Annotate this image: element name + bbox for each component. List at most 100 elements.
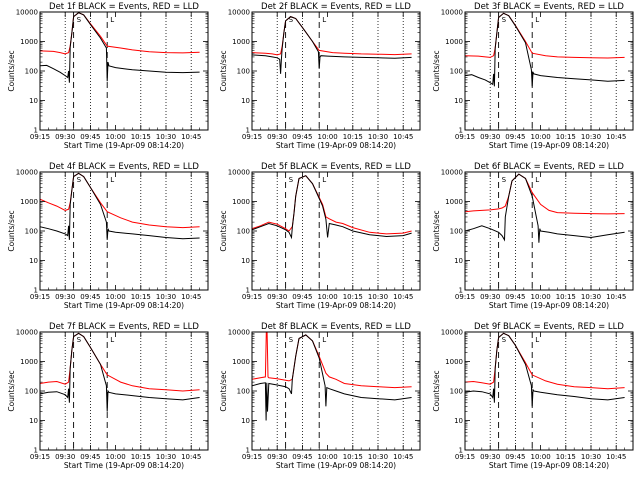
y-tick-label: 100 xyxy=(450,68,463,76)
x-tick-label: 10:30 xyxy=(368,133,388,141)
chart-title: Det 1f BLACK = Events, RED = LLD xyxy=(49,2,199,12)
y-axis-label: Counts/sec xyxy=(7,50,16,91)
plot-frame xyxy=(464,11,634,131)
x-tick-label: 10:15 xyxy=(131,133,151,141)
y-tick-label: 1 xyxy=(459,447,463,455)
chart-panel-5: Det 5f BLACK = Events, RED = LLD S L 1 10 100… xyxy=(219,162,421,310)
x-tick-label: 09:15 xyxy=(242,293,262,301)
x-axis-label: Start Time (19-Apr-09 08:14:20) xyxy=(489,461,609,470)
y-tick-label: 100 xyxy=(450,388,463,396)
y-tick-label: 1000 xyxy=(232,38,250,46)
y-tick-label: 1000 xyxy=(445,358,463,366)
x-tick-label: 09:45 xyxy=(505,133,525,141)
x-tick-label: 10:30 xyxy=(581,293,601,301)
x-tick-label: 10:45 xyxy=(181,133,201,141)
y-tick-label: 1 xyxy=(34,127,38,135)
x-tick-label: 10:00 xyxy=(106,453,126,461)
plot-frame xyxy=(251,171,421,291)
x-tick-label: 09:45 xyxy=(80,293,100,301)
y-tick-label: 1 xyxy=(246,287,250,295)
series-line-lld xyxy=(252,332,412,389)
chart-panel-6: Det 6f BLACK = Events, RED = LLD S L 1 10 100… xyxy=(432,162,634,310)
series-line-events xyxy=(40,332,200,412)
marker-letter: L xyxy=(535,336,539,344)
x-tick-label: 09:45 xyxy=(505,293,525,301)
y-axis-label: Counts/sec xyxy=(219,370,228,411)
plot-frame xyxy=(251,11,421,131)
y-tick-label: 1 xyxy=(34,447,38,455)
marker-letter: L xyxy=(322,176,326,184)
chart-title: Det 7f BLACK = Events, RED = LLD xyxy=(49,322,199,332)
marker-letter: S xyxy=(77,336,82,344)
marker-letter: L xyxy=(535,176,539,184)
y-tick-label: 100 xyxy=(237,68,250,76)
series-line-events xyxy=(252,16,412,74)
x-axis-label: Start Time (19-Apr-09 08:14:20) xyxy=(276,141,396,150)
series-line-lld xyxy=(465,12,625,59)
y-tick-label: 10000 xyxy=(228,169,250,177)
x-tick-label: 09:30 xyxy=(480,133,500,141)
chart-panel-7: Det 7f BLACK = Events, RED = LLD S L 1 10 100… xyxy=(7,322,209,470)
chart-title: Det 8f BLACK = Events, RED = LLD xyxy=(261,322,411,332)
x-tick-label: 10:45 xyxy=(181,453,201,461)
x-tick-label: 09:45 xyxy=(80,453,100,461)
x-tick-label: 10:45 xyxy=(606,453,626,461)
x-tick-label: 09:15 xyxy=(455,293,475,301)
y-axis-label: Counts/sec xyxy=(432,50,441,91)
x-tick-label: 09:15 xyxy=(455,453,475,461)
series-line-events xyxy=(465,173,625,243)
x-axis-label: Start Time (19-Apr-09 08:14:20) xyxy=(489,141,609,150)
x-tick-label: 10:15 xyxy=(131,293,151,301)
y-tick-label: 10 xyxy=(29,257,38,265)
y-tick-label: 1000 xyxy=(20,198,38,206)
x-axis-label: Start Time (19-Apr-09 08:14:20) xyxy=(64,461,184,470)
chart-panel-3: Det 3f BLACK = Events, RED = LLD S L 1 10 100… xyxy=(432,2,634,150)
x-tick-label: 09:45 xyxy=(505,453,525,461)
x-axis-label: Start Time (19-Apr-09 08:14:20) xyxy=(64,141,184,150)
x-tick-label: 09:45 xyxy=(292,133,312,141)
marker-letter: L xyxy=(535,16,539,24)
series-line-lld xyxy=(40,332,200,392)
y-tick-label: 1 xyxy=(246,447,250,455)
y-tick-label: 10000 xyxy=(441,329,463,337)
x-tick-label: 10:30 xyxy=(156,133,176,141)
x-tick-label: 09:45 xyxy=(292,293,312,301)
y-tick-label: 1000 xyxy=(445,38,463,46)
y-tick-label: 10000 xyxy=(228,329,250,337)
x-tick-label: 09:15 xyxy=(30,133,50,141)
x-tick-label: 09:30 xyxy=(267,293,287,301)
series-line-events xyxy=(40,172,200,240)
x-tick-label: 09:30 xyxy=(480,293,500,301)
chart-panel-2: Det 2f BLACK = Events, RED = LLD S L 1 10 100… xyxy=(219,2,421,150)
y-tick-label: 10000 xyxy=(441,9,463,17)
chart-title: Det 2f BLACK = Events, RED = LLD xyxy=(261,2,411,12)
marker-letter: L xyxy=(110,176,114,184)
y-tick-label: 100 xyxy=(25,228,38,236)
y-tick-label: 100 xyxy=(25,68,38,76)
y-tick-label: 10 xyxy=(241,257,250,265)
y-tick-label: 1 xyxy=(246,127,250,135)
y-axis-label: Counts/sec xyxy=(7,210,16,251)
x-tick-label: 10:30 xyxy=(581,453,601,461)
marker-letter: L xyxy=(110,16,114,24)
x-axis-label: Start Time (19-Apr-09 08:14:20) xyxy=(489,301,609,310)
y-tick-label: 10000 xyxy=(16,169,38,177)
x-axis-label: Start Time (19-Apr-09 08:14:20) xyxy=(276,301,396,310)
y-tick-label: 1 xyxy=(34,287,38,295)
x-tick-label: 10:00 xyxy=(106,293,126,301)
x-tick-label: 10:15 xyxy=(343,133,363,141)
x-tick-label: 10:15 xyxy=(131,453,151,461)
x-tick-label: 10:00 xyxy=(531,293,551,301)
chart-title: Det 9f BLACK = Events, RED = LLD xyxy=(474,322,624,332)
y-tick-label: 100 xyxy=(25,388,38,396)
y-tick-label: 10 xyxy=(454,257,463,265)
series-line-lld xyxy=(252,16,412,56)
x-tick-label: 10:00 xyxy=(531,133,551,141)
chart-title: Det 3f BLACK = Events, RED = LLD xyxy=(474,2,624,12)
series-line-events xyxy=(465,332,625,407)
y-tick-label: 1000 xyxy=(232,358,250,366)
series-line-lld xyxy=(40,172,200,229)
marker-letter: L xyxy=(322,16,326,24)
y-axis-label: Counts/sec xyxy=(7,370,16,411)
